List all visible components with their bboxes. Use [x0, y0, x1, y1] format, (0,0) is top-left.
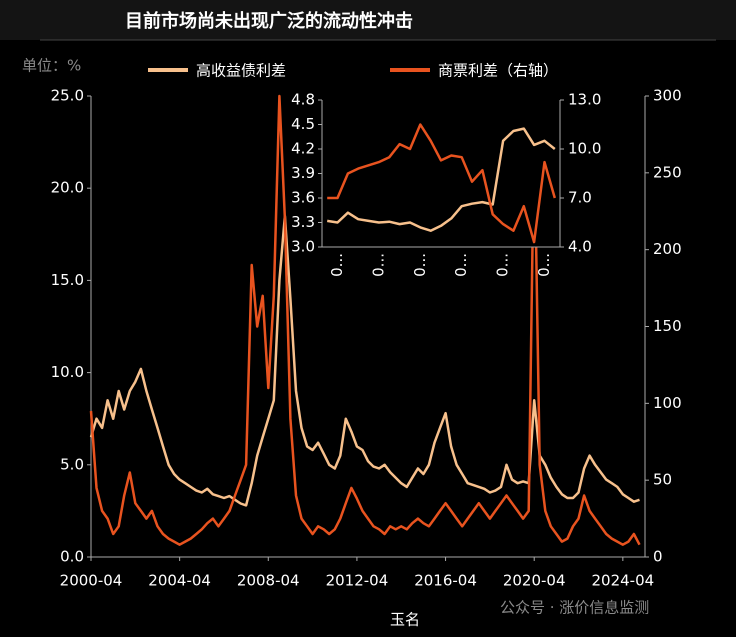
y-tick-label: 20.0 — [51, 179, 84, 197]
x-tick-label: 0... — [535, 253, 553, 277]
unit-label: 单位：% — [22, 57, 81, 75]
y-tick-label: 4.2 — [291, 140, 315, 158]
x-tick-label: 0... — [494, 253, 512, 277]
legend-label: 商票利差（右轴） — [438, 62, 558, 80]
inset-background — [322, 100, 560, 247]
x-tick-label: 2012-04 — [326, 572, 389, 590]
y2-tick-label: 150 — [653, 317, 682, 335]
y2-tick-label: 10.0 — [568, 140, 601, 158]
x-tick-label: 2004-04 — [148, 572, 211, 590]
x-tick-label: 0... — [328, 253, 346, 277]
y2-tick-label: 50 — [653, 471, 672, 489]
y-tick-label: 3.3 — [291, 213, 315, 231]
y-tick-label: 10.0 — [51, 363, 84, 381]
y-tick-label: 25.0 — [51, 87, 84, 105]
series-line — [89, 214, 640, 507]
y2-tick-label: 300 — [653, 87, 682, 105]
x-tick-label: 0... — [369, 253, 387, 277]
y-tick-label: 3.0 — [291, 238, 315, 256]
series-line — [327, 123, 557, 244]
x-tick-label: 2020-04 — [503, 572, 566, 590]
x-tick-label: 2000-04 — [60, 572, 123, 590]
watermark: 公众号 · 涨价信息监测 — [500, 599, 649, 617]
y2-tick-label: 0 — [653, 548, 663, 566]
y2-tick-label: 100 — [653, 394, 682, 412]
x-tick-label: 2008-04 — [237, 572, 300, 590]
y-tick-label: 4.5 — [291, 115, 315, 133]
y2-tick-label: 7.0 — [568, 189, 592, 207]
y2-tick-label: 200 — [653, 240, 682, 258]
y-tick-label: 4.8 — [291, 91, 315, 109]
x-tick-label: 2016-04 — [414, 572, 477, 590]
chart-title: 目前市场尚未出现广泛的流动性冲击 — [125, 10, 413, 32]
y2-tick-label: 250 — [653, 163, 682, 181]
y-tick-label: 0.0 — [60, 548, 84, 566]
x-tick-label: 0... — [411, 253, 429, 277]
y2-tick-label: 4.0 — [568, 238, 592, 256]
series-line — [89, 94, 641, 546]
y-tick-label: 15.0 — [51, 271, 84, 289]
legend-label: 高收益债利差 — [196, 62, 286, 80]
y-tick-label: 3.6 — [291, 189, 315, 207]
watermark: 玉名 — [390, 611, 420, 629]
y-tick-label: 5.0 — [60, 455, 84, 473]
x-tick-label: 0... — [452, 253, 470, 277]
y2-tick-label: 13.0 — [568, 91, 601, 109]
title-bar — [0, 0, 736, 40]
series-line — [327, 127, 556, 232]
x-tick-label: 2024-04 — [591, 572, 654, 590]
y-tick-label: 3.9 — [291, 164, 315, 182]
